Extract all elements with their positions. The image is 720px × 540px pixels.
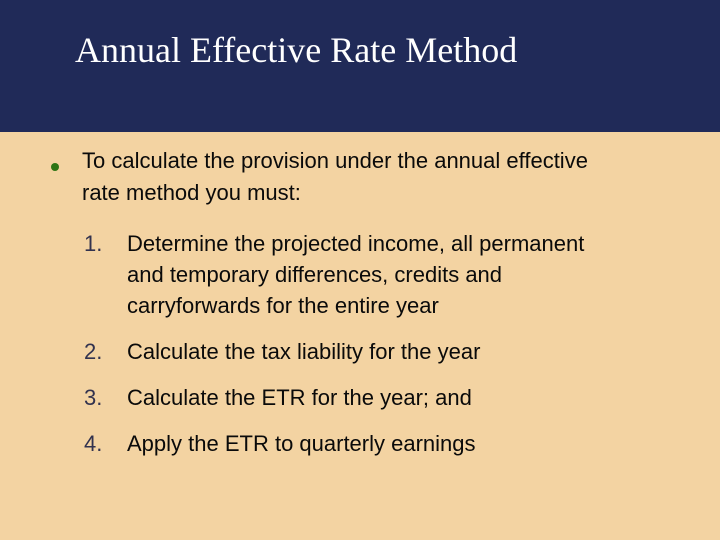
step-line: Calculate the ETR for the year; and (127, 385, 472, 410)
list-item: 2. Calculate the tax liability for the y… (84, 336, 720, 367)
bullet-dot-icon (51, 163, 59, 171)
step-line: Determine the projected income, all perm… (127, 231, 585, 256)
step-number: 2. (84, 339, 103, 364)
list-item: 3. Calculate the ETR for the year; and (84, 382, 720, 413)
step-number: 1. (84, 231, 103, 256)
page-title: Annual Effective Rate Method (75, 30, 518, 70)
list-item: 1. Determine the projected income, all p… (84, 228, 720, 321)
slide-body: To calculate the provision under the ann… (0, 132, 720, 459)
step-number: 3. (84, 385, 103, 410)
step-number: 4. (84, 431, 103, 456)
intro-line-1: To calculate the provision under the ann… (82, 148, 588, 173)
intro-bullet-item: To calculate the provision under the ann… (51, 145, 720, 209)
step-line: Apply the ETR to quarterly earnings (127, 431, 476, 456)
numbered-list: 1. Determine the projected income, all p… (0, 228, 720, 459)
list-item: 4. Apply the ETR to quarterly earnings (84, 428, 720, 459)
step-line: Calculate the tax liability for the year (127, 339, 481, 364)
intro-line-2: rate method you must: (82, 180, 301, 205)
step-line: carryforwards for the entire year (127, 293, 439, 318)
step-line: and temporary differences, credits and (127, 262, 503, 287)
title-bar: Annual Effective Rate Method (0, 0, 720, 132)
